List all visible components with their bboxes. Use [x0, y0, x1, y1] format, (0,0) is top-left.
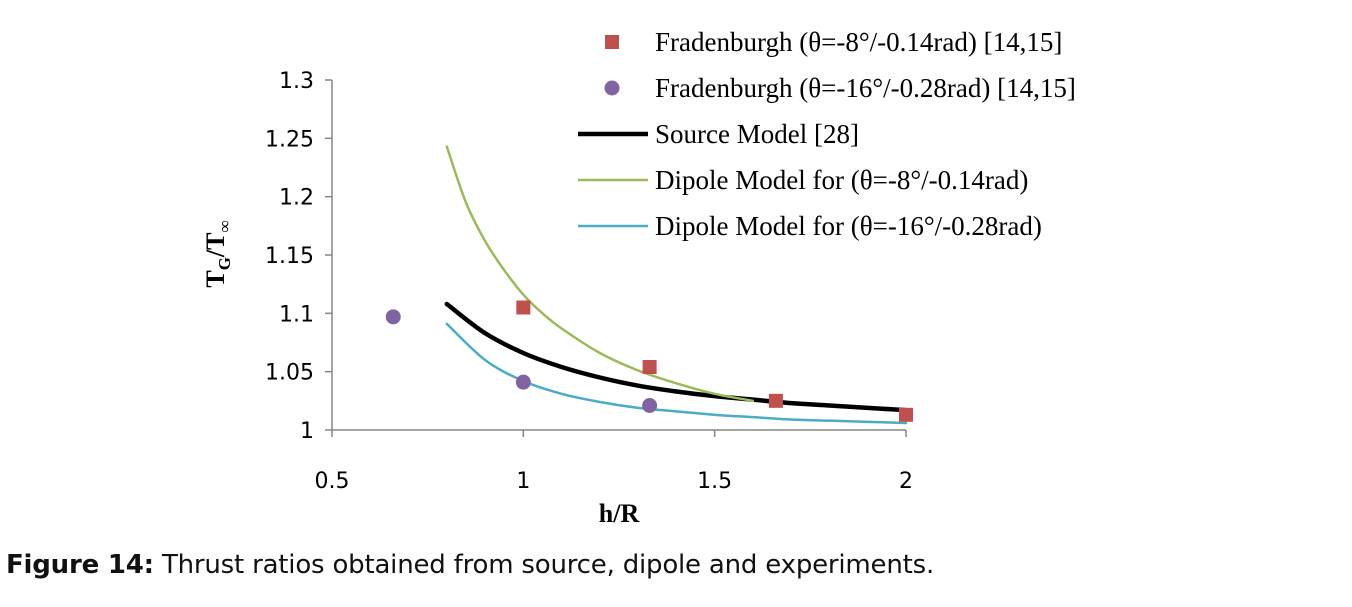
y-axis-title-part: /T	[201, 232, 230, 258]
data-point-square	[768, 393, 783, 408]
y-tick-label: 1.05	[265, 361, 314, 386]
data-point-square	[899, 407, 913, 422]
y-tick-label: 1.25	[265, 127, 314, 152]
legend-label: Fradenburgh (θ=-16°/-0.28rad) [14,15]	[655, 73, 1076, 103]
x-tick-label: 1	[516, 469, 530, 494]
y-tick-label: 1.2	[279, 186, 314, 211]
y-axis-title-part: ∞	[215, 220, 234, 232]
chart: 1 1.05 1.1 1.15 1.2 1.25 1.3 0.5 1 1.5 2 Fradenbur…	[201, 27, 1076, 528]
x-tick-label: 1.5	[697, 469, 732, 494]
chart-svg: 11.051.11.151.21.251.30.5 1 1.5 2 Fradenbur…	[201, 27, 1076, 528]
x-tick-label: 2	[899, 469, 913, 494]
data-point-square	[516, 300, 531, 315]
legend-marker-circle	[604, 80, 620, 96]
y-tick-label: 1.1	[279, 302, 314, 327]
legend-label: Fradenburgh (θ=-8°/-0.14rad) [14,15]	[655, 27, 1062, 57]
y-tick-label: 1	[300, 419, 314, 444]
series-line	[444, 301, 909, 413]
y-axis-title: TG/T∞	[201, 220, 234, 287]
caption-text: Thrust ratios obtained from source, dipo…	[153, 550, 935, 580]
data-point-circle	[385, 309, 401, 325]
data-point-circle	[642, 398, 658, 413]
legend-marker-square	[605, 35, 619, 49]
y-axis-title-part: G	[215, 257, 234, 270]
y-axis-title-part: T	[201, 270, 230, 287]
legend-label: Dipole Model for (θ=-8°/-0.14rad)	[655, 165, 1028, 195]
caption-label: Figure 14:	[6, 550, 154, 580]
y-tick-label: 1.3	[279, 69, 314, 94]
y-tick-label: 1.15	[265, 244, 314, 269]
x-tick-label: 0.5	[315, 469, 350, 494]
legend-label: Dipole Model for (θ=-16°/-0.28rad)	[655, 211, 1042, 241]
legend-label: Source Model [28]	[655, 119, 859, 149]
figure-caption: Figure 14: Thrust ratios obtained from s…	[6, 550, 934, 580]
data-point-circle	[515, 374, 531, 390]
x-axis-title: h/R	[599, 499, 640, 528]
series-line	[445, 145, 755, 403]
data-point-square	[642, 360, 657, 374]
